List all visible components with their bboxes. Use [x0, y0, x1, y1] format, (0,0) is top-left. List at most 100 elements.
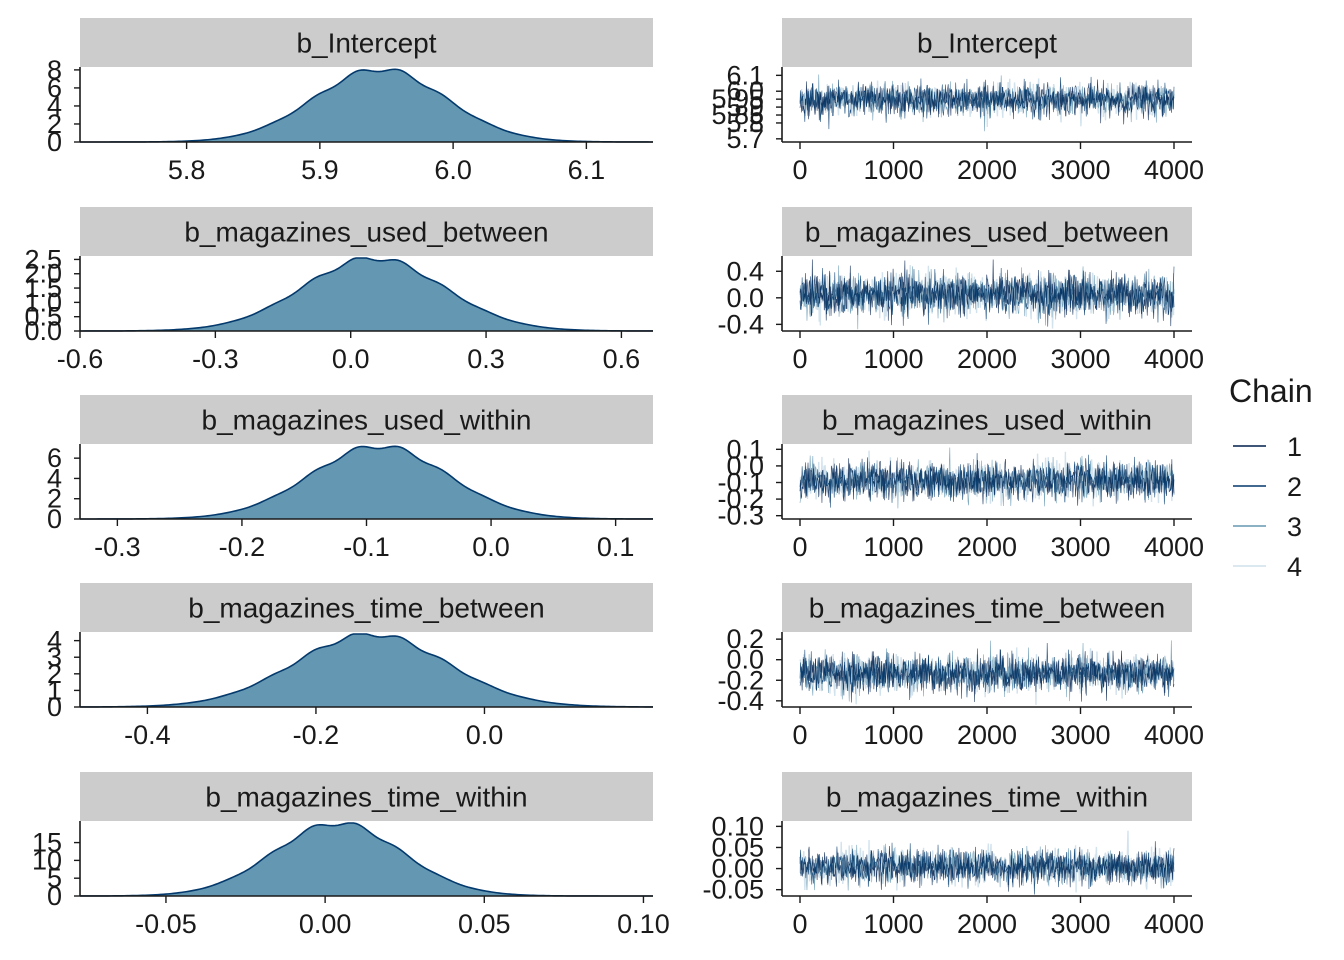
- legend: Chain 1 2 3 4: [1229, 373, 1313, 582]
- y-tick-label: 5.85: [711, 100, 764, 130]
- facet-title: b_magazines_time_between: [188, 593, 544, 624]
- y-tick-label: 0.00: [711, 854, 764, 884]
- density-area: [80, 69, 653, 142]
- chain-2-trace: [799, 266, 1175, 327]
- x-tick-label: 4000: [1144, 344, 1204, 374]
- y-tick-label: 6: [47, 73, 62, 103]
- chain-2-trace: [799, 76, 1175, 130]
- y-tick-label: 0.0: [726, 645, 764, 675]
- y-tick-label: 1.0: [24, 287, 62, 317]
- y-tick-label: 0.05: [711, 832, 764, 862]
- y-tick-label: 15: [32, 828, 62, 858]
- y-tick-label: 6.0: [726, 76, 764, 106]
- density-area: [80, 634, 653, 707]
- y-tick-label: 0: [47, 127, 62, 157]
- legend-label-chain-4: 4: [1287, 552, 1302, 582]
- y-tick-label: -0.2: [717, 665, 764, 695]
- x-tick-label: 0.1: [597, 532, 635, 562]
- x-tick-label: 0.00: [299, 909, 352, 939]
- facet-strip: [782, 772, 1192, 821]
- y-tick-label: 0.4: [726, 256, 764, 286]
- y-tick-label: 4: [47, 463, 62, 493]
- x-tick-label: 1000: [863, 155, 923, 185]
- x-tick-label: 5.8: [168, 155, 206, 185]
- density-area: [80, 823, 653, 896]
- x-tick-label: -0.4: [124, 720, 171, 750]
- x-tick-label: 3000: [1050, 344, 1110, 374]
- y-tick-label: 2.0: [24, 259, 62, 289]
- x-tick-label: 1000: [863, 720, 923, 750]
- x-tick-label: 0: [792, 344, 807, 374]
- chain-2-trace: [799, 643, 1175, 703]
- y-tick-label: -0.2: [717, 484, 764, 514]
- x-tick-label: -0.2: [219, 532, 266, 562]
- y-tick-label: 5.8: [726, 108, 764, 138]
- facet-title: b_magazines_used_between: [184, 217, 548, 248]
- x-tick-label: 0: [792, 909, 807, 939]
- x-tick-label: 3000: [1050, 909, 1110, 939]
- x-tick-label: 4000: [1144, 532, 1204, 562]
- density-area: [80, 258, 653, 331]
- x-tick-label: 6.1: [568, 155, 606, 185]
- trace-panel: b_magazines_used_between -0.40.00.4 0 1000 2…: [717, 207, 1204, 374]
- chain-2-trace: [799, 453, 1175, 508]
- x-tick-label: 4000: [1144, 909, 1204, 939]
- x-tick-label: -0.05: [135, 909, 197, 939]
- legend-label-chain-3: 3: [1287, 512, 1302, 542]
- facet-strip: [782, 207, 1192, 256]
- y-tick-label: 0.10: [711, 811, 764, 841]
- y-tick-label: 8: [47, 55, 62, 85]
- x-tick-label: 1000: [863, 909, 923, 939]
- y-tick-label: 0: [47, 504, 62, 534]
- y-tick-label: 5.95: [711, 84, 764, 114]
- plot-area: [80, 68, 653, 143]
- facet-title: b_magazines_time_between: [809, 593, 1165, 624]
- x-tick-label: 0.0: [332, 344, 370, 374]
- facet-title: b_magazines_time_within: [826, 782, 1148, 813]
- x-tick-label: -0.3: [94, 532, 141, 562]
- chain-2-trace: [799, 842, 1175, 895]
- y-tick-label: 6: [47, 443, 62, 473]
- x-tick-label: -0.1: [343, 532, 390, 562]
- y-tick-label: 5.9: [726, 92, 764, 122]
- y-tick-label: 0.1: [726, 434, 764, 464]
- x-tick-label: 0.05: [458, 909, 511, 939]
- facet-strip: [80, 583, 653, 632]
- x-tick-label: 3000: [1050, 155, 1110, 185]
- y-tick-label: 2.5: [24, 244, 62, 274]
- x-tick-label: 0.0: [472, 532, 510, 562]
- x-tick-label: 0: [792, 720, 807, 750]
- plot-area: [80, 445, 653, 520]
- facet-title: b_Intercept: [296, 28, 436, 59]
- x-tick-label: -0.2: [293, 720, 340, 750]
- y-tick-label: 1.5: [24, 273, 62, 303]
- x-tick-label: 2000: [957, 344, 1017, 374]
- y-tick-label: -0.1: [717, 468, 764, 498]
- x-tick-label: 0: [792, 532, 807, 562]
- y-tick-label: 4: [47, 91, 62, 121]
- y-tick-label: 0.2: [726, 624, 764, 654]
- facet-strip: [782, 395, 1192, 444]
- plot-area: [799, 640, 1175, 705]
- density-area: [80, 446, 653, 519]
- trace-panel: b_magazines_used_within -0.3-0.2-0.10.00.…: [717, 395, 1204, 562]
- density-line: [80, 257, 653, 332]
- chain-1-trace: [799, 259, 1175, 327]
- y-tick-label: 2: [47, 109, 62, 139]
- trace-panel: b_Intercept 5.75.85.855.95.956.06.1 0 1000 2…: [711, 18, 1204, 185]
- density-panel: b_magazines_used_between0.00.51.01.52.02…: [24, 207, 653, 374]
- y-tick-label: 1: [47, 675, 62, 705]
- plot-area: [80, 257, 653, 332]
- legend-label-chain-2: 2: [1287, 472, 1302, 502]
- trace-panel: b_magazines_time_between -0.4-0.20.00.2 0 1…: [717, 583, 1204, 750]
- x-tick-label: 0.0: [466, 720, 504, 750]
- density-line: [80, 633, 653, 708]
- y-tick-label: 2: [47, 659, 62, 689]
- plot-area: [80, 633, 653, 708]
- x-tick-label: 3000: [1050, 720, 1110, 750]
- facet-strip: [80, 395, 653, 444]
- x-tick-label: -0.6: [57, 344, 104, 374]
